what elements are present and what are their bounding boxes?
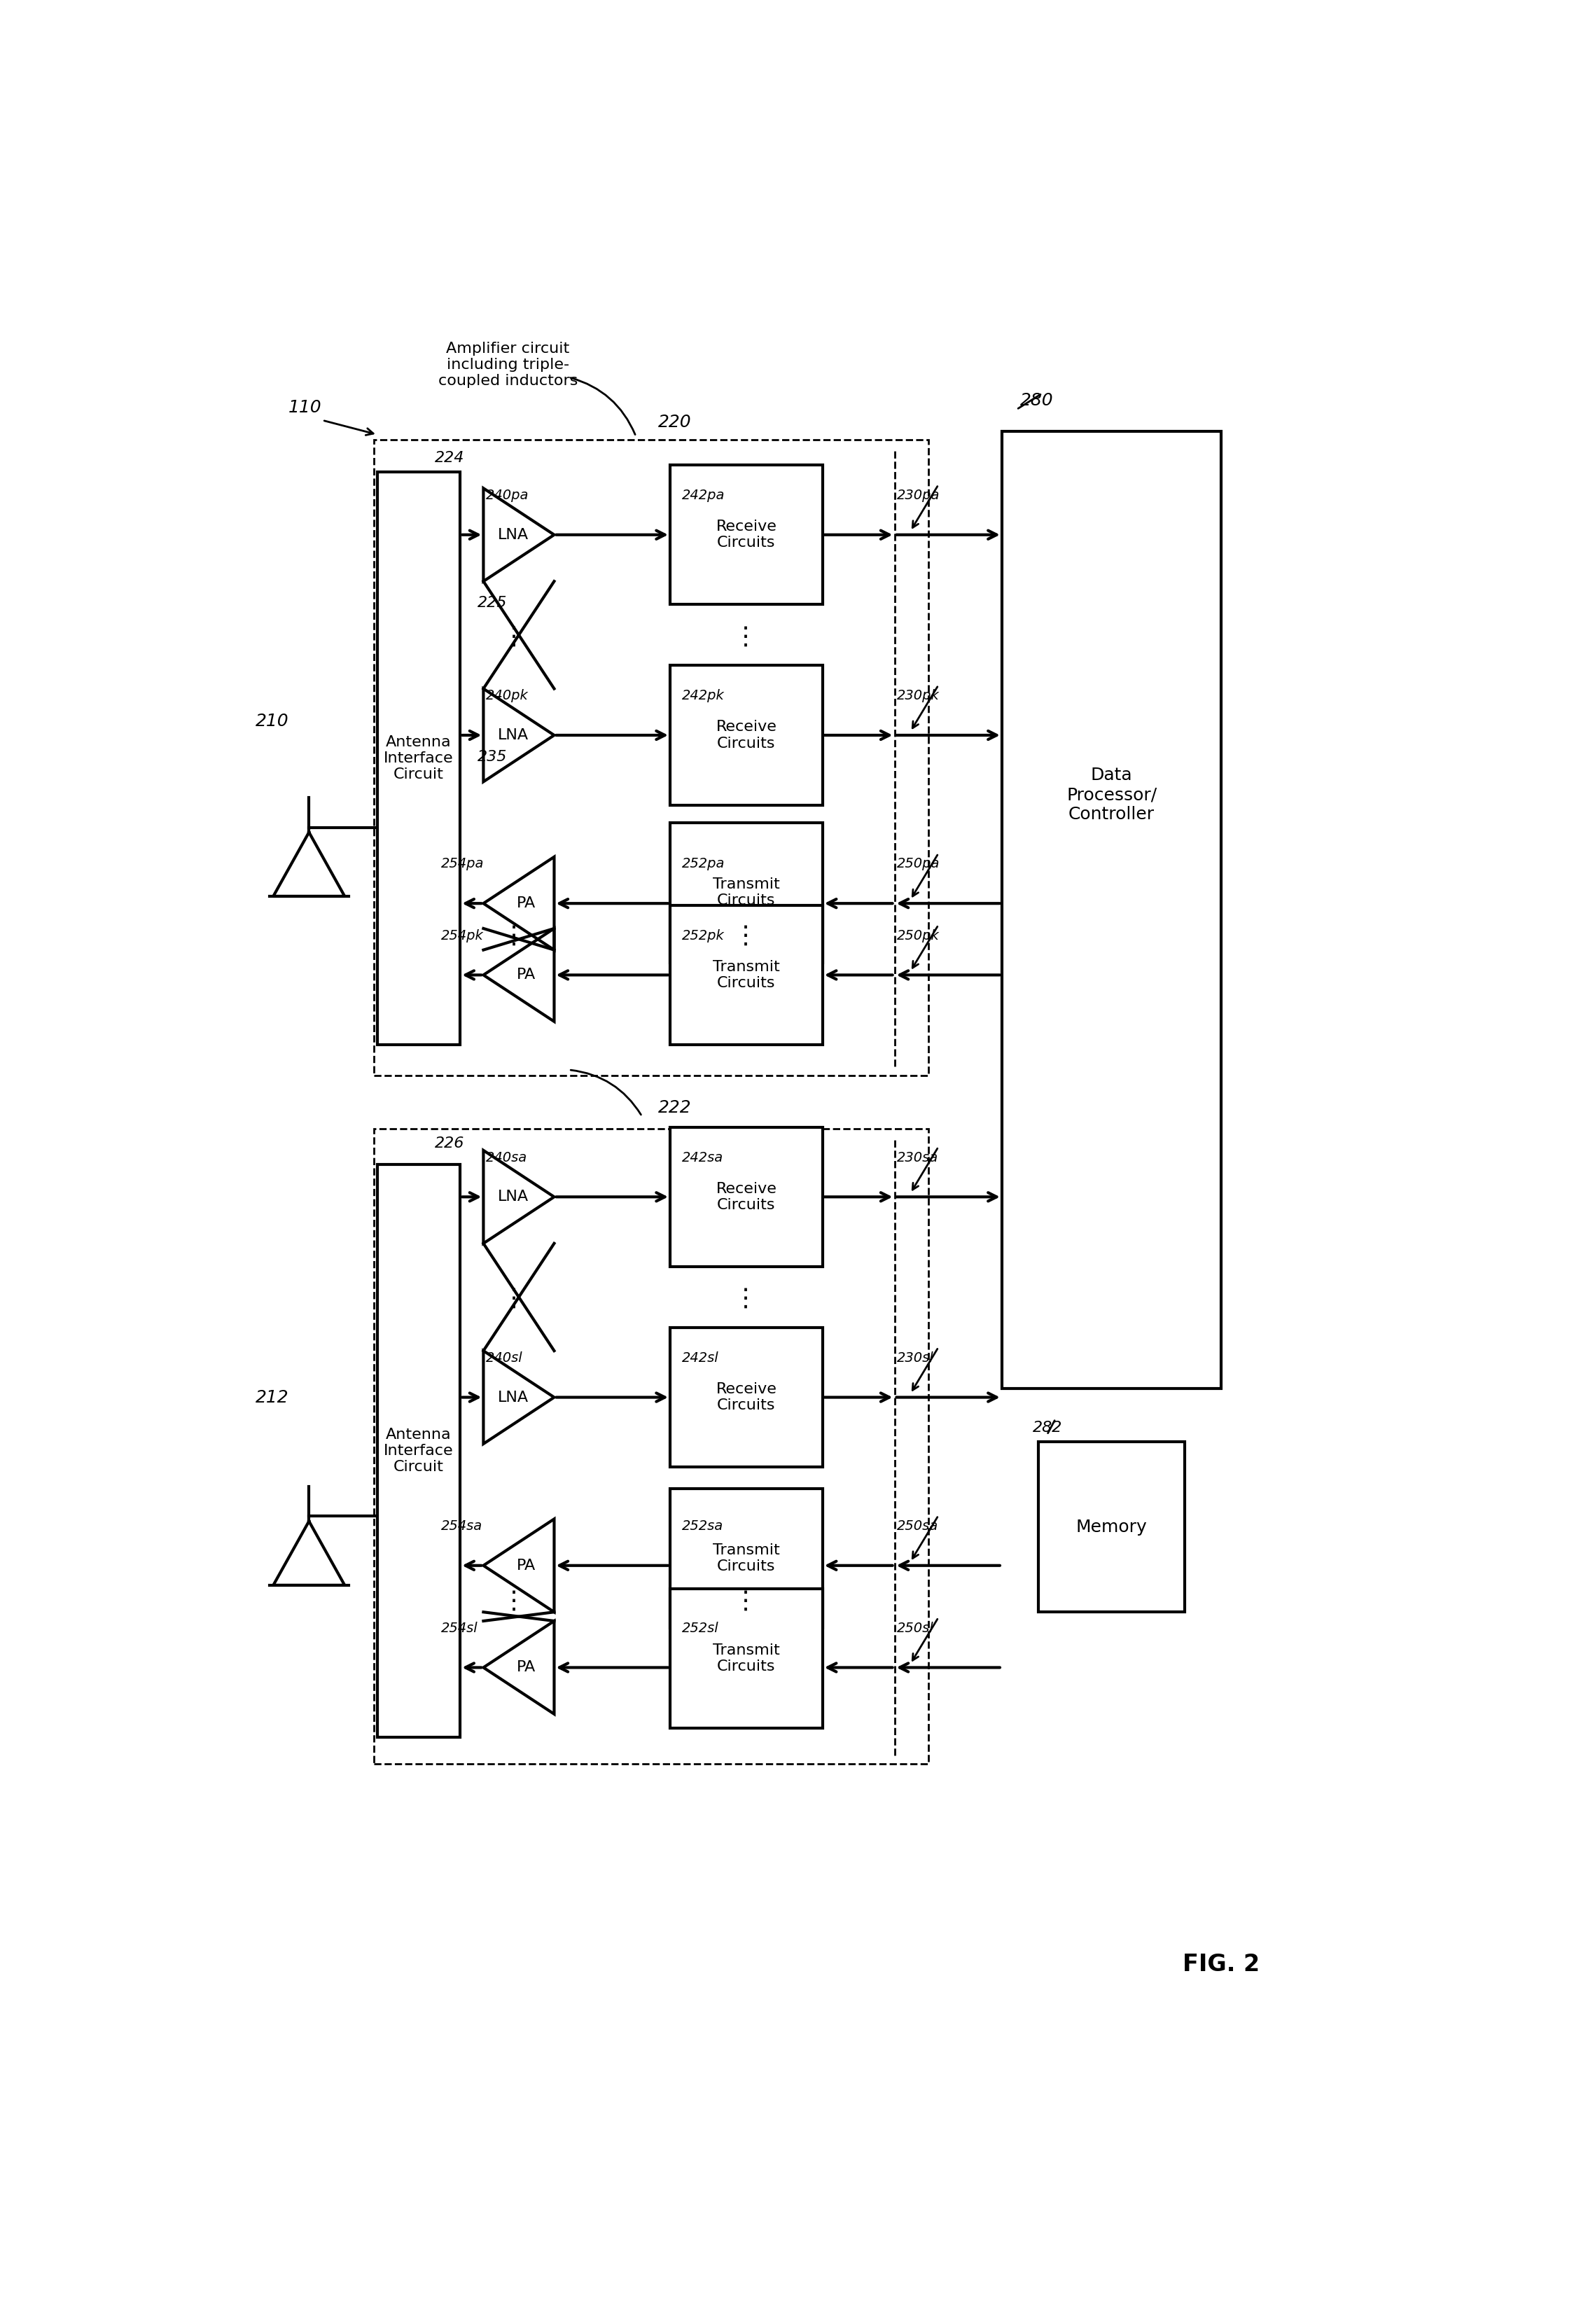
- Bar: [1039, 1441, 1185, 1613]
- Text: ⋮: ⋮: [733, 625, 759, 648]
- Text: 230pa: 230pa: [897, 488, 940, 502]
- Bar: [671, 823, 823, 962]
- Text: PA: PA: [516, 1559, 535, 1573]
- Text: Memory: Memory: [1077, 1518, 1147, 1536]
- Bar: [378, 1164, 460, 1738]
- Text: Transmit
Circuits: Transmit Circuits: [713, 878, 779, 909]
- Text: 282: 282: [1033, 1420, 1062, 1434]
- Text: FIG. 2: FIG. 2: [1184, 1952, 1259, 1975]
- Text: ⋮: ⋮: [733, 1590, 759, 1613]
- Text: 252pk: 252pk: [682, 930, 724, 941]
- Text: Receive
Circuits: Receive Circuits: [716, 521, 776, 551]
- Text: ⋮: ⋮: [501, 1590, 527, 1613]
- Text: PA: PA: [516, 1662, 535, 1676]
- Text: 254sa: 254sa: [441, 1520, 482, 1534]
- Text: Receive
Circuits: Receive Circuits: [716, 1383, 776, 1413]
- Text: 230sa: 230sa: [897, 1150, 938, 1164]
- Text: 242pk: 242pk: [682, 690, 724, 702]
- Text: 252sa: 252sa: [682, 1520, 724, 1534]
- Bar: [671, 665, 823, 804]
- Bar: [373, 1129, 929, 1764]
- Text: 250pa: 250pa: [897, 858, 940, 872]
- Text: 220: 220: [658, 414, 691, 430]
- Text: 252pa: 252pa: [682, 858, 726, 872]
- Text: 242pa: 242pa: [682, 488, 726, 502]
- Text: 224: 224: [434, 451, 464, 465]
- Text: Receive
Circuits: Receive Circuits: [716, 720, 776, 751]
- Bar: [671, 1327, 823, 1466]
- Text: 230sl: 230sl: [897, 1350, 933, 1364]
- Text: Receive
Circuits: Receive Circuits: [716, 1183, 776, 1213]
- Text: LNA: LNA: [497, 727, 529, 741]
- Text: 235: 235: [477, 751, 507, 765]
- Text: 240sa: 240sa: [486, 1150, 527, 1164]
- Text: ⋮: ⋮: [733, 923, 759, 948]
- Bar: [671, 1590, 823, 1729]
- Text: 252sl: 252sl: [682, 1622, 719, 1634]
- Text: 254sl: 254sl: [441, 1622, 477, 1634]
- Text: 222: 222: [658, 1099, 691, 1116]
- Text: ⋮: ⋮: [501, 1287, 527, 1311]
- Text: PA: PA: [516, 897, 535, 911]
- Text: Amplifier circuit
including triple-
coupled inductors: Amplifier circuit including triple- coup…: [438, 342, 578, 388]
- Text: LNA: LNA: [497, 1390, 529, 1404]
- Text: ⋮: ⋮: [733, 1287, 759, 1311]
- Text: LNA: LNA: [497, 528, 529, 541]
- Text: 230pk: 230pk: [897, 690, 940, 702]
- Text: 242sl: 242sl: [682, 1350, 719, 1364]
- Text: 280: 280: [1020, 393, 1053, 409]
- Text: 254pk: 254pk: [441, 930, 483, 941]
- Text: Antenna
Interface
Circuit: Antenna Interface Circuit: [384, 1427, 453, 1473]
- Text: Transmit
Circuits: Transmit Circuits: [713, 1543, 779, 1573]
- Text: 212: 212: [255, 1390, 288, 1406]
- Bar: [1001, 430, 1221, 1387]
- Text: Data
Processor/
Controller: Data Processor/ Controller: [1067, 767, 1157, 823]
- Text: Transmit
Circuits: Transmit Circuits: [713, 960, 779, 990]
- Text: 250sa: 250sa: [897, 1520, 938, 1534]
- Text: 226: 226: [434, 1136, 464, 1150]
- Text: Transmit
Circuits: Transmit Circuits: [713, 1643, 779, 1673]
- Bar: [373, 439, 929, 1076]
- Text: 110: 110: [288, 400, 321, 416]
- Text: 210: 210: [255, 713, 288, 730]
- Text: 250sl: 250sl: [897, 1622, 933, 1634]
- Text: 240pk: 240pk: [486, 690, 529, 702]
- Text: 250pk: 250pk: [897, 930, 940, 941]
- Bar: [671, 1127, 823, 1267]
- Text: Antenna
Interface
Circuit: Antenna Interface Circuit: [384, 734, 453, 781]
- Text: LNA: LNA: [497, 1190, 529, 1204]
- Bar: [671, 906, 823, 1046]
- Text: 240pa: 240pa: [486, 488, 529, 502]
- Text: 225: 225: [477, 595, 507, 609]
- Text: 240sl: 240sl: [486, 1350, 523, 1364]
- Text: 254pa: 254pa: [441, 858, 483, 872]
- Text: PA: PA: [516, 969, 535, 983]
- Text: 242sa: 242sa: [682, 1150, 724, 1164]
- Bar: [671, 465, 823, 604]
- Bar: [671, 1490, 823, 1629]
- Text: ⋮: ⋮: [501, 923, 527, 948]
- Text: ⋮: ⋮: [501, 625, 527, 648]
- Bar: [378, 472, 460, 1046]
